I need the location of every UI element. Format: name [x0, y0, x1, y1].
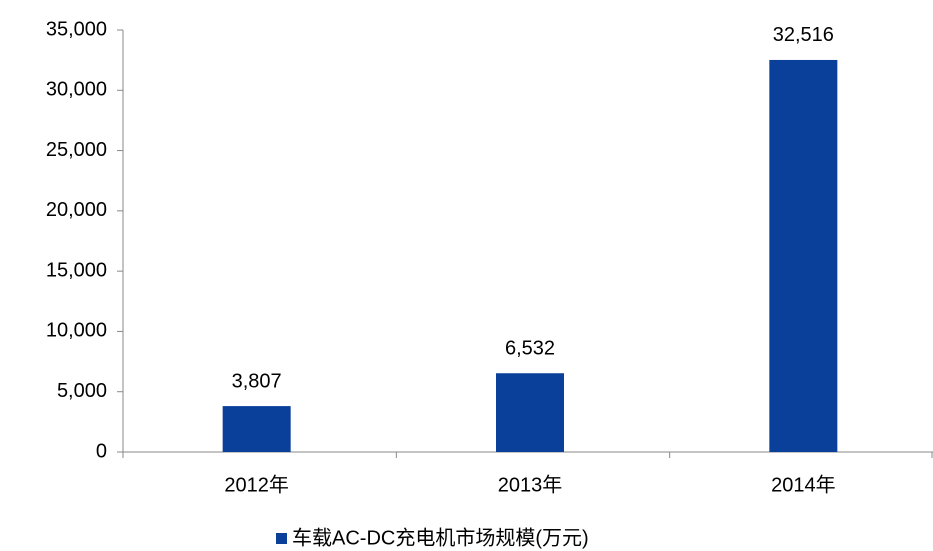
x-tick-label: 2014年: [771, 473, 836, 496]
data-label: 32,516: [773, 24, 834, 46]
y-tick-label: 15,000: [46, 259, 107, 281]
bar: [769, 59, 838, 452]
y-tick-label: 20,000: [46, 199, 107, 221]
data-label: 3,807: [232, 370, 282, 392]
y-tick-label: 35,000: [46, 18, 107, 40]
y-tick-label: 30,000: [46, 79, 107, 101]
legend-swatch: [276, 533, 287, 544]
bar: [222, 406, 291, 452]
y-tick-label: 10,000: [46, 320, 107, 342]
data-label: 6,532: [505, 338, 555, 360]
bar: [496, 373, 564, 452]
legend-label: 车载AC-DC充电机市场规模(万元): [292, 526, 589, 549]
x-tick-label: 2013年: [498, 473, 563, 496]
y-tick-label: 25,000: [46, 139, 107, 161]
y-tick-label: 0: [96, 440, 107, 462]
x-tick-label: 2012年: [224, 473, 289, 496]
y-tick-label: 5,000: [57, 380, 107, 402]
